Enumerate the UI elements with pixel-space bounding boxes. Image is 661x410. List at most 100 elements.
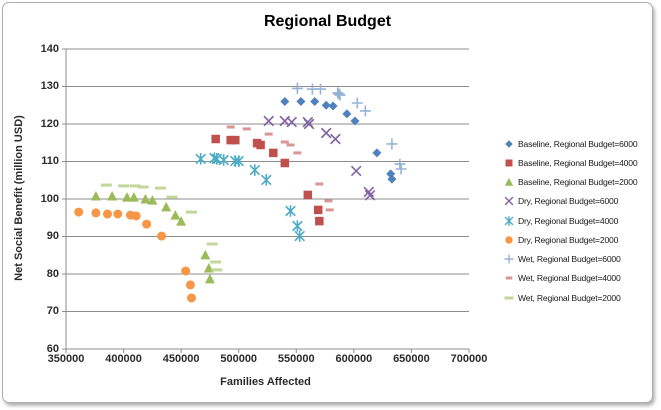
x-tick-label: 600000 [335,353,373,365]
data-point [350,165,362,177]
plus-marker-icon [504,254,514,264]
data-point [161,201,172,212]
data-point [107,191,118,201]
data-point [330,133,341,145]
data-point [90,191,101,201]
data-point [342,109,352,119]
legend-entry: Dry, Regional Budget=4000 [503,211,655,230]
series-baseline-regional-budget-2000 [90,191,215,284]
chart-title: Regional Budget [263,13,392,30]
y-tick-label: 60 [46,342,59,355]
y-tick-label: 110 [41,155,59,167]
data-point [74,207,84,217]
data-point [293,151,302,155]
data-point [118,184,130,188]
legend-label: Wet, Regional Budget=2000 [518,292,621,303]
series-wet-regional-budget-2000 [100,183,223,272]
data-point [187,293,196,303]
circle-marker-icon [505,236,513,244]
x-tick-label: 700000 [450,353,488,365]
data-point [386,138,398,150]
data-point [137,185,149,189]
data-point [363,186,375,198]
series-dry-regional-budget-4000 [195,152,306,242]
legend-label: Baseline, Regional Budget=2000 [518,177,638,188]
data-point [185,280,195,290]
diamond-marker-icon [505,139,513,148]
data-point [333,88,345,100]
data-point [129,184,141,188]
data-point [218,154,230,166]
data-point [315,216,324,226]
data-point [315,83,326,95]
data-point [233,155,245,167]
data-point [325,208,334,212]
series-wet-regional-budget-4000 [226,125,334,212]
data-point [226,135,235,145]
series-dry-regional-budget-6000 [263,115,376,201]
data-point [294,230,306,242]
data-point [313,205,323,215]
data-point [170,210,181,220]
legend-entry: Baseline, Regional Budget=6000 [503,134,655,153]
image-frame: Regional Budget Net Social Benefit (mill… [2,2,653,403]
data-point [142,219,152,229]
x-axis-title: Families Affected [220,376,311,388]
data-point [387,174,397,184]
data-point [147,195,158,205]
dash-long-marker-icon [504,296,514,300]
data-point [395,163,407,175]
series-dry-regional-budget-2000 [74,207,196,303]
data-point [210,260,222,264]
data-point [140,194,151,204]
data-point [291,82,303,94]
x-tick-label: 650000 [393,353,430,365]
x-tick-label: 350000 [47,353,85,365]
legend-entry: Wet, Regional Budget=4000 [503,269,655,288]
dash-marker-icon [505,276,513,280]
data-point [292,220,303,232]
data-point [256,140,265,150]
legend-label: Dry, Regional Budget=4000 [518,215,619,226]
data-point [122,192,132,202]
legend-entry: Baseline, Regional Budget=2000 [503,173,655,192]
legend: Baseline, Regional Budget=6000 Baseline, … [503,134,655,307]
data-point [321,100,331,110]
data-point [286,143,295,147]
data-point [204,273,215,284]
data-point [211,134,220,144]
data-point [157,231,167,241]
x-tick-label: 400000 [105,353,142,365]
legend-entry: Wet, Regional Budget=6000 [503,250,655,269]
data-point [249,164,261,176]
data-point [328,101,338,111]
data-point [364,189,376,201]
x-tick-label: 500000 [220,353,258,365]
data-point [131,211,141,221]
data-point [372,148,382,158]
data-point [359,105,371,117]
y-tick-label: 140 [40,42,59,55]
data-point [200,249,211,260]
square-marker-icon [505,159,513,167]
legend-label: Wet, Regional Budget=6000 [518,254,621,265]
data-point [231,135,240,145]
data-point [350,116,360,126]
y-tick-label: 130 [40,80,59,92]
data-point [211,268,223,272]
data-point [324,199,333,203]
y-tick-label: 90 [46,230,59,242]
legend-entry: Dry, Regional Budget=6000 [503,192,655,211]
legend-label: Dry, Regional Budget=2000 [518,234,619,245]
data-point [334,89,346,101]
data-point [113,209,123,219]
data-point [226,125,235,129]
data-point [263,115,275,127]
triangle-marker-icon [504,178,514,186]
data-point [351,97,363,109]
data-point [206,242,218,246]
data-point [269,148,278,158]
data-point [320,127,332,139]
data-point [166,195,178,199]
data-point [280,158,290,168]
